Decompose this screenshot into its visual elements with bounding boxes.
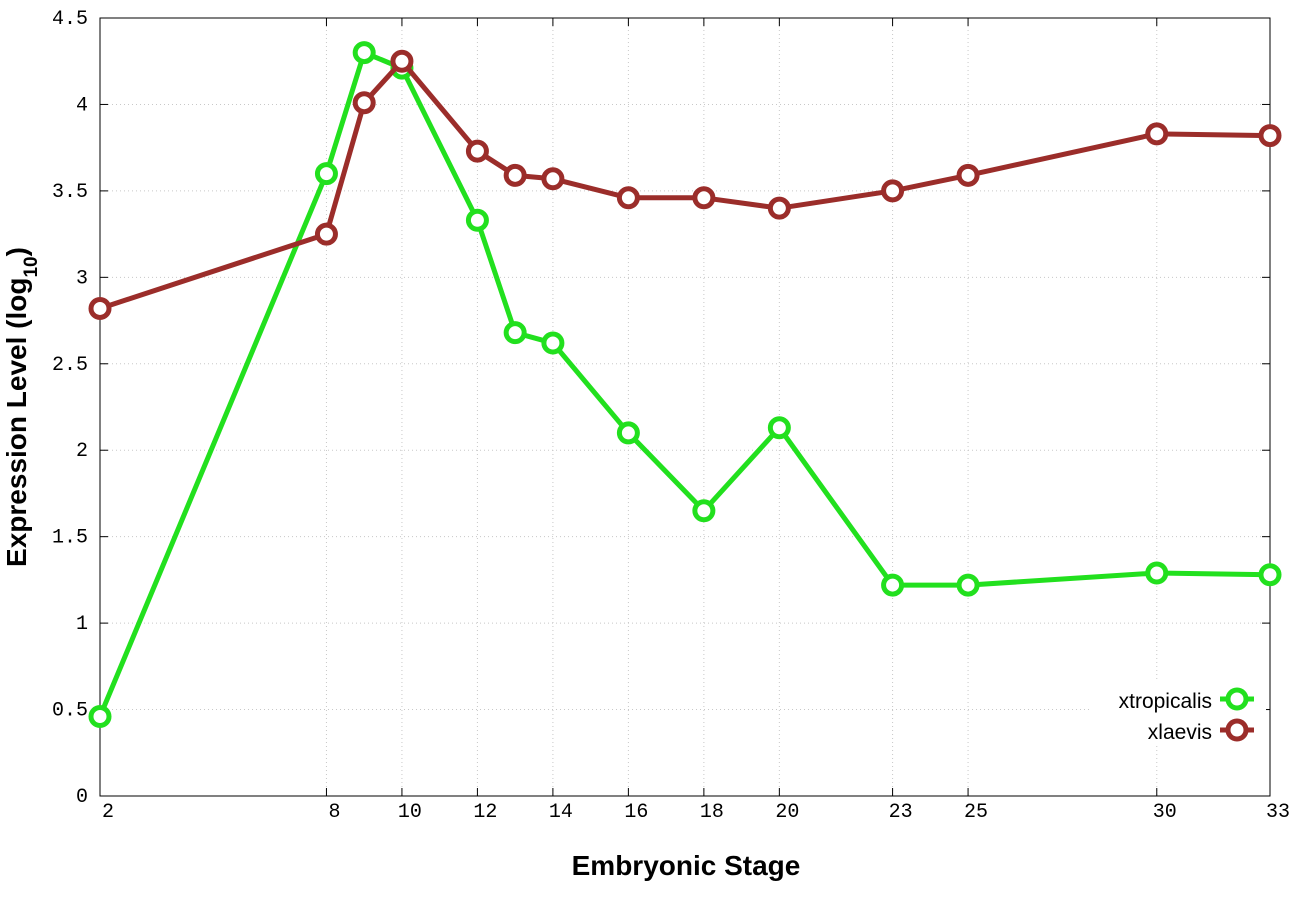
legend-label-xlaevis: xlaevis	[1148, 721, 1212, 744]
legend-marker-xlaevis	[1225, 718, 1249, 742]
y-tick-label: 1	[76, 613, 88, 636]
data-point-xtropicalis	[88, 704, 112, 728]
data-point-xlaevis	[352, 91, 376, 115]
x-tick-label: 16	[624, 801, 648, 824]
data-point-xtropicalis	[692, 499, 716, 523]
data-point-xlaevis	[390, 49, 414, 73]
data-point-xtropicalis	[1258, 563, 1282, 587]
data-point-xlaevis	[1145, 122, 1169, 146]
legend-label-xtropicalis: xtropicalis	[1119, 690, 1212, 713]
series-line-xtropicalis	[97, 50, 1271, 718]
y-tick-label: 4.5	[52, 8, 88, 31]
axes: 0 0.5 1 1.5 2 2.5 3 3.5 4 4.5 2 8 10 12 14 16 18 20 23 25 30…	[52, 8, 1290, 824]
y-axis-title-close: )	[1, 247, 32, 256]
x-tick-label: 2	[102, 801, 114, 824]
data-point-xtropicalis	[465, 208, 489, 232]
data-point-xtropicalis	[314, 162, 338, 186]
data-point-xlaevis	[616, 186, 640, 210]
x-tick-label: 12	[473, 801, 497, 824]
data-point-xlaevis	[314, 222, 338, 246]
data-point-xtropicalis	[881, 573, 905, 597]
series-layer	[88, 41, 1282, 728]
data-point-xlaevis	[767, 196, 791, 220]
x-tick-label: 14	[549, 801, 573, 824]
data-point-xlaevis	[88, 296, 112, 320]
x-tick-label: 33	[1266, 801, 1290, 824]
x-tick-label: 10	[398, 801, 422, 824]
y-tick-label: 0.5	[52, 700, 88, 723]
data-point-xtropicalis	[503, 321, 527, 345]
y-axis-title-subscript: 10	[21, 256, 42, 277]
x-axis-title: Embryonic Stage	[572, 850, 801, 881]
series-xlaevis	[88, 49, 1282, 320]
data-point-xtropicalis	[767, 416, 791, 440]
y-tick-label: 1.5	[52, 527, 88, 550]
x-tick-label: 20	[775, 801, 799, 824]
y-tick-label: 0	[76, 786, 88, 809]
data-point-xtropicalis	[616, 421, 640, 445]
data-point-xtropicalis	[352, 41, 376, 65]
legend-marker-xtropicalis	[1225, 687, 1249, 711]
data-point-xlaevis	[881, 179, 905, 203]
y-tick-label: 2.5	[52, 354, 88, 377]
y-tick-label: 2	[76, 440, 88, 463]
data-point-xlaevis	[503, 163, 527, 187]
y-tick-label: 3	[76, 267, 88, 290]
x-tick-label: 25	[964, 801, 988, 824]
data-point-xlaevis	[541, 167, 565, 191]
x-tick-label: 8	[328, 801, 340, 824]
legend: xtropicalis xlaevis	[1090, 682, 1266, 746]
data-point-xlaevis	[465, 139, 489, 163]
y-tick-label: 4	[76, 94, 88, 117]
y-tick-label: 3.5	[52, 181, 88, 204]
x-tick-label: 18	[700, 801, 724, 824]
plot-border	[99, 17, 1271, 797]
data-point-xlaevis	[956, 163, 980, 187]
series-line-xlaevis	[99, 58, 1271, 311]
y-axis-title: Expression Level (log10)	[1, 247, 42, 567]
data-point-xlaevis	[1258, 124, 1282, 148]
data-point-xlaevis	[692, 186, 716, 210]
data-point-xtropicalis	[1145, 561, 1169, 585]
x-tick-label: 30	[1153, 801, 1177, 824]
grid	[100, 18, 1270, 796]
y-axis-title-main: Expression Level (log	[1, 278, 32, 567]
data-point-xtropicalis	[956, 573, 980, 597]
data-point-xtropicalis	[541, 331, 565, 355]
x-tick-label: 23	[889, 801, 913, 824]
